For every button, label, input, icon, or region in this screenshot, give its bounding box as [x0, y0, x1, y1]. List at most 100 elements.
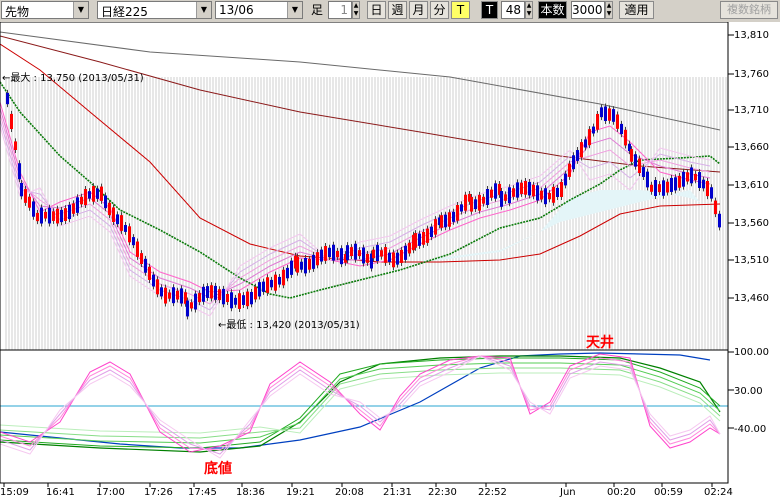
count-input[interactable]: 3000 [571, 1, 605, 19]
candle-up [638, 158, 641, 174]
period-label: 足 [311, 3, 324, 17]
candle-down [418, 233, 421, 246]
chevron-down-icon[interactable]: ▼ [73, 2, 88, 18]
candle-down [702, 179, 705, 189]
candle-up [24, 189, 27, 203]
candle-down [674, 177, 677, 191]
candle-up [512, 188, 515, 197]
osc-green-band [0, 357, 721, 449]
candle-down [206, 286, 209, 298]
multi-display-button[interactable]: 複数銘柄 [720, 1, 778, 19]
tick-label: T [481, 1, 498, 19]
price-tick: 13,510 [734, 255, 769, 266]
candle-up [588, 129, 591, 146]
month-button[interactable]: 月 [409, 1, 428, 19]
osc-green-band [0, 367, 721, 439]
candle-up [408, 242, 411, 254]
candle-down [556, 187, 559, 198]
candle-up [52, 211, 55, 221]
candle-down [354, 243, 357, 260]
index-select[interactable]: 日経225 ▼ [97, 1, 212, 19]
candle-down [286, 267, 289, 279]
candle-up [210, 285, 213, 299]
candle-up [168, 292, 171, 299]
candle-down [20, 182, 23, 197]
candle-up [706, 180, 709, 197]
candle-up [84, 189, 87, 206]
price-tick: 13,610 [734, 180, 769, 191]
candle-down [654, 180, 657, 197]
period-input[interactable]: 1 [328, 1, 352, 19]
candle-up [478, 194, 481, 211]
instrument-select[interactable]: 先物 ▼ [1, 1, 89, 19]
week-button[interactable]: 週 [388, 1, 407, 19]
candle-down [536, 185, 539, 201]
minute-button[interactable]: 分 [430, 1, 449, 19]
candle-down [332, 244, 335, 261]
candle-up [498, 183, 501, 195]
candle-down [438, 217, 441, 226]
osc-tick: -40.00 [734, 424, 766, 435]
candle-up [296, 256, 299, 273]
candle-down [670, 177, 673, 192]
candle-up [14, 141, 17, 151]
candle-down [96, 188, 99, 199]
candle-down [508, 187, 511, 204]
candle-up [630, 149, 633, 162]
oscillator-pane-frame [0, 349, 729, 484]
price-chart[interactable]: 13,810 13,760 13,710 13,660 13,610 13,56… [0, 22, 780, 500]
index-value: 日経225 [101, 5, 148, 19]
candle-up [274, 274, 277, 291]
chevron-down-icon[interactable]: ▼ [287, 2, 302, 18]
price-tick: 13,560 [734, 218, 769, 229]
time-tick: 17:00 [96, 487, 125, 498]
candle-up [532, 184, 535, 197]
candle-down [500, 190, 503, 207]
candle-down [516, 182, 519, 198]
candle-down [662, 180, 665, 196]
tick-button[interactable]: T [451, 1, 470, 19]
ma-band [0, 125, 711, 317]
candle-down [592, 126, 595, 134]
max-price-annotation: ←最大 : 13,750 (2013/05/31) [2, 71, 144, 84]
tick-spinner[interactable]: ▲ ▼ [525, 1, 533, 19]
candle-up [136, 241, 139, 257]
count-spinner[interactable]: ▲ ▼ [605, 1, 613, 19]
apply-button[interactable]: 適用 [619, 1, 654, 19]
contract-value: 13/06 [219, 3, 254, 17]
candle-up [100, 186, 103, 201]
candle-up [504, 194, 507, 201]
candle-up [540, 190, 543, 200]
fill-region [390, 190, 700, 266]
day-button[interactable]: 日 [367, 1, 386, 19]
candle-up [56, 208, 59, 224]
candle-down [376, 245, 379, 262]
oscillator-axis: 100.00 30.00 -40.00 [734, 347, 769, 435]
candle-down [604, 106, 607, 122]
tick-input[interactable]: 48 [501, 1, 525, 19]
candle-up [520, 182, 523, 194]
candle-up [254, 286, 257, 300]
osc-blue [0, 352, 711, 449]
candle-down [230, 292, 233, 309]
candle-down [346, 245, 349, 261]
candle-up [470, 196, 473, 212]
candle-up [434, 219, 437, 235]
candle-down [444, 214, 447, 228]
candle-up [414, 233, 417, 248]
candle-up [616, 114, 619, 129]
candle-down [132, 237, 135, 246]
chevron-down-icon[interactable]: ▼ [196, 2, 211, 18]
candle-down [60, 209, 63, 223]
candle-up [140, 253, 143, 264]
period-spinner[interactable]: ▲ ▼ [352, 1, 360, 19]
time-tick: 00:59 [654, 487, 683, 498]
candle-up [266, 277, 269, 293]
contract-select[interactable]: 13/06 ▼ [215, 1, 303, 19]
candle-down [258, 282, 261, 297]
candle-up [28, 196, 31, 208]
time-tick: 22:52 [478, 487, 507, 498]
candle-down [6, 92, 9, 105]
candle-up [456, 205, 459, 221]
candle-down [278, 276, 281, 285]
